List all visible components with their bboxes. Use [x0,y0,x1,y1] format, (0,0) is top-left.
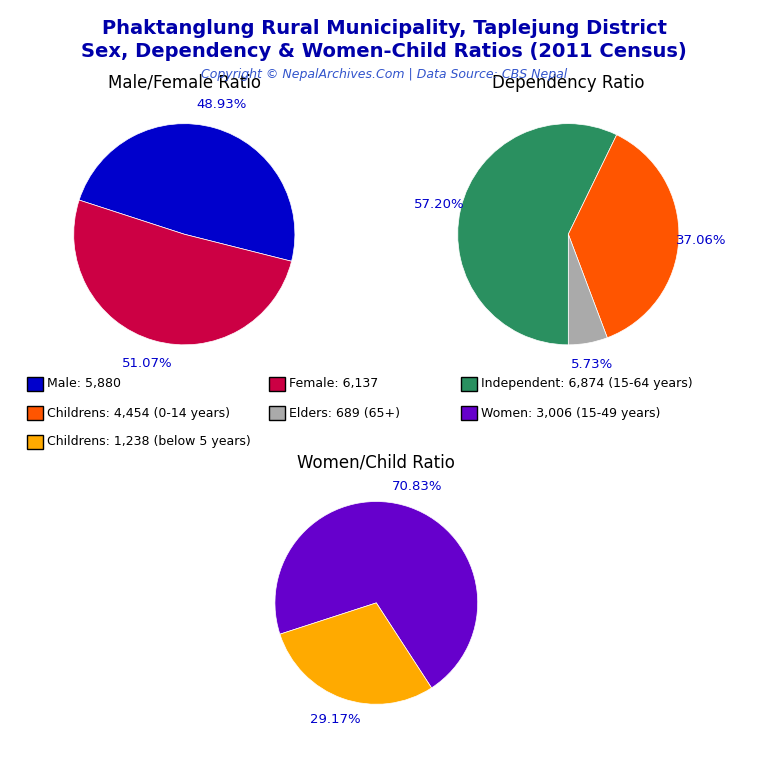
Text: Women: 3,006 (15-49 years): Women: 3,006 (15-49 years) [481,407,660,419]
Text: Phaktanglung Rural Municipality, Taplejung District: Phaktanglung Rural Municipality, Tapleju… [101,19,667,38]
Text: 5.73%: 5.73% [571,359,613,371]
Text: Independent: 6,874 (15-64 years): Independent: 6,874 (15-64 years) [481,378,693,390]
Wedge shape [275,502,478,688]
Text: 51.07%: 51.07% [121,357,172,370]
Text: 57.20%: 57.20% [414,198,465,211]
Wedge shape [458,124,617,345]
Text: Sex, Dependency & Women-Child Ratios (2011 Census): Sex, Dependency & Women-Child Ratios (20… [81,42,687,61]
Text: 29.17%: 29.17% [310,713,360,726]
Wedge shape [79,124,295,261]
Text: 48.93%: 48.93% [197,98,247,111]
Text: 70.83%: 70.83% [392,480,443,493]
Wedge shape [74,200,292,345]
Text: Childrens: 4,454 (0-14 years): Childrens: 4,454 (0-14 years) [47,407,230,419]
Title: Male/Female Ratio: Male/Female Ratio [108,74,261,91]
Text: Female: 6,137: Female: 6,137 [289,378,378,390]
Text: Childrens: 1,238 (below 5 years): Childrens: 1,238 (below 5 years) [47,435,250,448]
Wedge shape [568,135,679,338]
Wedge shape [568,234,607,345]
Text: Elders: 689 (65+): Elders: 689 (65+) [289,407,400,419]
Title: Dependency Ratio: Dependency Ratio [492,74,644,91]
Text: 37.06%: 37.06% [676,234,726,247]
Text: Male: 5,880: Male: 5,880 [47,378,121,390]
Text: Copyright © NepalArchives.Com | Data Source: CBS Nepal: Copyright © NepalArchives.Com | Data Sou… [201,68,567,81]
Title: Women/Child Ratio: Women/Child Ratio [297,454,455,472]
Wedge shape [280,603,432,704]
